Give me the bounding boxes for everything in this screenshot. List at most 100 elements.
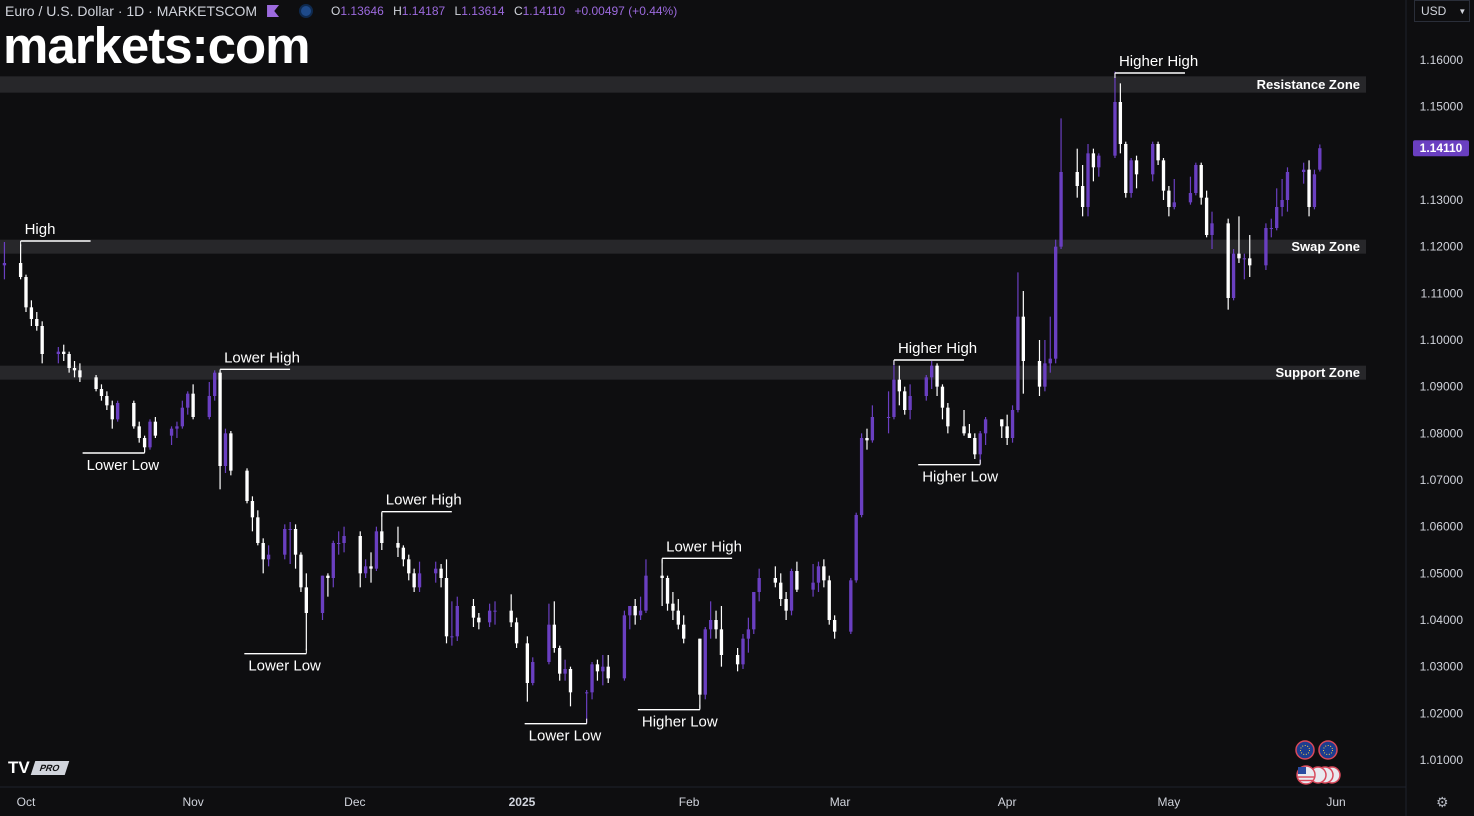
- candle-body: [1000, 419, 1004, 427]
- candle: [1059, 118, 1063, 249]
- symbol-title[interactable]: Euro / U.S. Dollar · 1D · MARKETSCOM: [5, 3, 258, 19]
- candle-body: [207, 396, 211, 417]
- candle: [2, 242, 7, 280]
- gear-icon[interactable]: ⚙: [1436, 794, 1449, 810]
- candle: [132, 400, 136, 429]
- candle: [779, 573, 783, 606]
- candle-body: [628, 606, 632, 616]
- candle-body: [1231, 253, 1236, 298]
- y-tick-label: 1.07000: [1420, 473, 1464, 487]
- candle: [935, 363, 939, 396]
- candle: [1312, 169, 1317, 210]
- candle: [816, 561, 821, 592]
- swing-annotation: Lower Low: [244, 648, 321, 675]
- candle-body: [514, 622, 519, 644]
- candle-body: [531, 662, 535, 683]
- candle: [115, 400, 120, 422]
- flag-icon[interactable]: [267, 5, 280, 17]
- candle: [638, 596, 643, 620]
- candle: [633, 599, 637, 625]
- candle-body: [1048, 358, 1052, 364]
- candle-body: [444, 578, 449, 637]
- candle-body: [665, 578, 670, 604]
- candle-body: [1188, 193, 1193, 203]
- candle: [1167, 186, 1171, 217]
- zone-band: [0, 239, 1366, 254]
- candle-body: [105, 396, 109, 406]
- y-tick-label: 1.02000: [1420, 706, 1464, 720]
- tradingview-watermark[interactable]: TV PRO: [8, 758, 69, 778]
- candle: [1210, 211, 1214, 249]
- candle-body: [142, 438, 147, 448]
- candle-body: [1226, 223, 1230, 298]
- candle-body: [283, 529, 287, 555]
- candle-body: [1248, 258, 1252, 266]
- candle-body: [1269, 228, 1273, 229]
- annotation-label: Lower Low: [248, 658, 321, 675]
- candle: [417, 561, 422, 592]
- candle: [849, 578, 853, 634]
- candle-body: [417, 573, 422, 588]
- candle-body: [558, 648, 562, 674]
- candle-body: [1021, 316, 1025, 361]
- candle-body: [859, 438, 864, 515]
- us-canton-icon: [1298, 767, 1306, 774]
- zone-label: Support Zone: [1276, 365, 1361, 380]
- currency-selector[interactable]: USD ▼: [1414, 0, 1470, 22]
- candle-body: [973, 438, 977, 455]
- event-flags[interactable]: [1294, 740, 1344, 786]
- candle: [859, 433, 864, 518]
- candle: [256, 510, 260, 546]
- annotation-label: Lower High: [666, 538, 742, 555]
- candle: [1000, 419, 1004, 438]
- eu-flag-icon[interactable]: [1295, 740, 1315, 760]
- candle: [719, 606, 724, 667]
- candle-body: [434, 568, 438, 574]
- ohlc-close-key: C: [513, 4, 523, 18]
- candle: [1161, 158, 1166, 200]
- candle: [930, 361, 934, 389]
- candle: [207, 382, 211, 420]
- candle: [1118, 83, 1123, 154]
- y-tick-label: 1.01000: [1420, 753, 1464, 767]
- candle-body: [682, 624, 686, 639]
- x-tick-label: 2025: [509, 795, 536, 809]
- candle: [558, 645, 562, 681]
- candle: [568, 666, 573, 707]
- candle-body: [590, 664, 594, 693]
- candle: [29, 300, 34, 326]
- annotation-label: Lower High: [224, 349, 300, 366]
- candle: [892, 361, 896, 420]
- candle-body: [1199, 165, 1203, 198]
- y-tick-label: 1.13000: [1420, 193, 1464, 207]
- candle-body: [337, 543, 341, 544]
- candle: [369, 552, 373, 583]
- candle: [1194, 162, 1198, 196]
- candle: [99, 384, 104, 401]
- candle: [832, 615, 837, 639]
- candle-body: [218, 372, 222, 466]
- candle-body: [1129, 160, 1133, 193]
- candle: [191, 384, 195, 420]
- candle: [1043, 340, 1047, 392]
- candle: [374, 526, 379, 571]
- candle-body: [870, 417, 875, 441]
- candle: [444, 559, 449, 644]
- eu-flag-icon[interactable]: [1318, 740, 1338, 760]
- candle: [903, 386, 907, 415]
- candle-body: [698, 638, 702, 695]
- candle: [94, 375, 98, 392]
- candle-body: [380, 531, 384, 543]
- candle-body: [827, 580, 831, 620]
- candle: [358, 531, 362, 588]
- candle-body: [304, 587, 309, 613]
- annotation-label: Lower Low: [87, 457, 160, 474]
- candle-body: [471, 606, 476, 618]
- candle-body: [644, 575, 648, 611]
- candle-body: [1080, 186, 1085, 207]
- swing-annotation: Lower High: [661, 538, 742, 564]
- candle-body: [606, 666, 610, 679]
- candle-body: [1161, 160, 1166, 191]
- candle: [973, 433, 977, 459]
